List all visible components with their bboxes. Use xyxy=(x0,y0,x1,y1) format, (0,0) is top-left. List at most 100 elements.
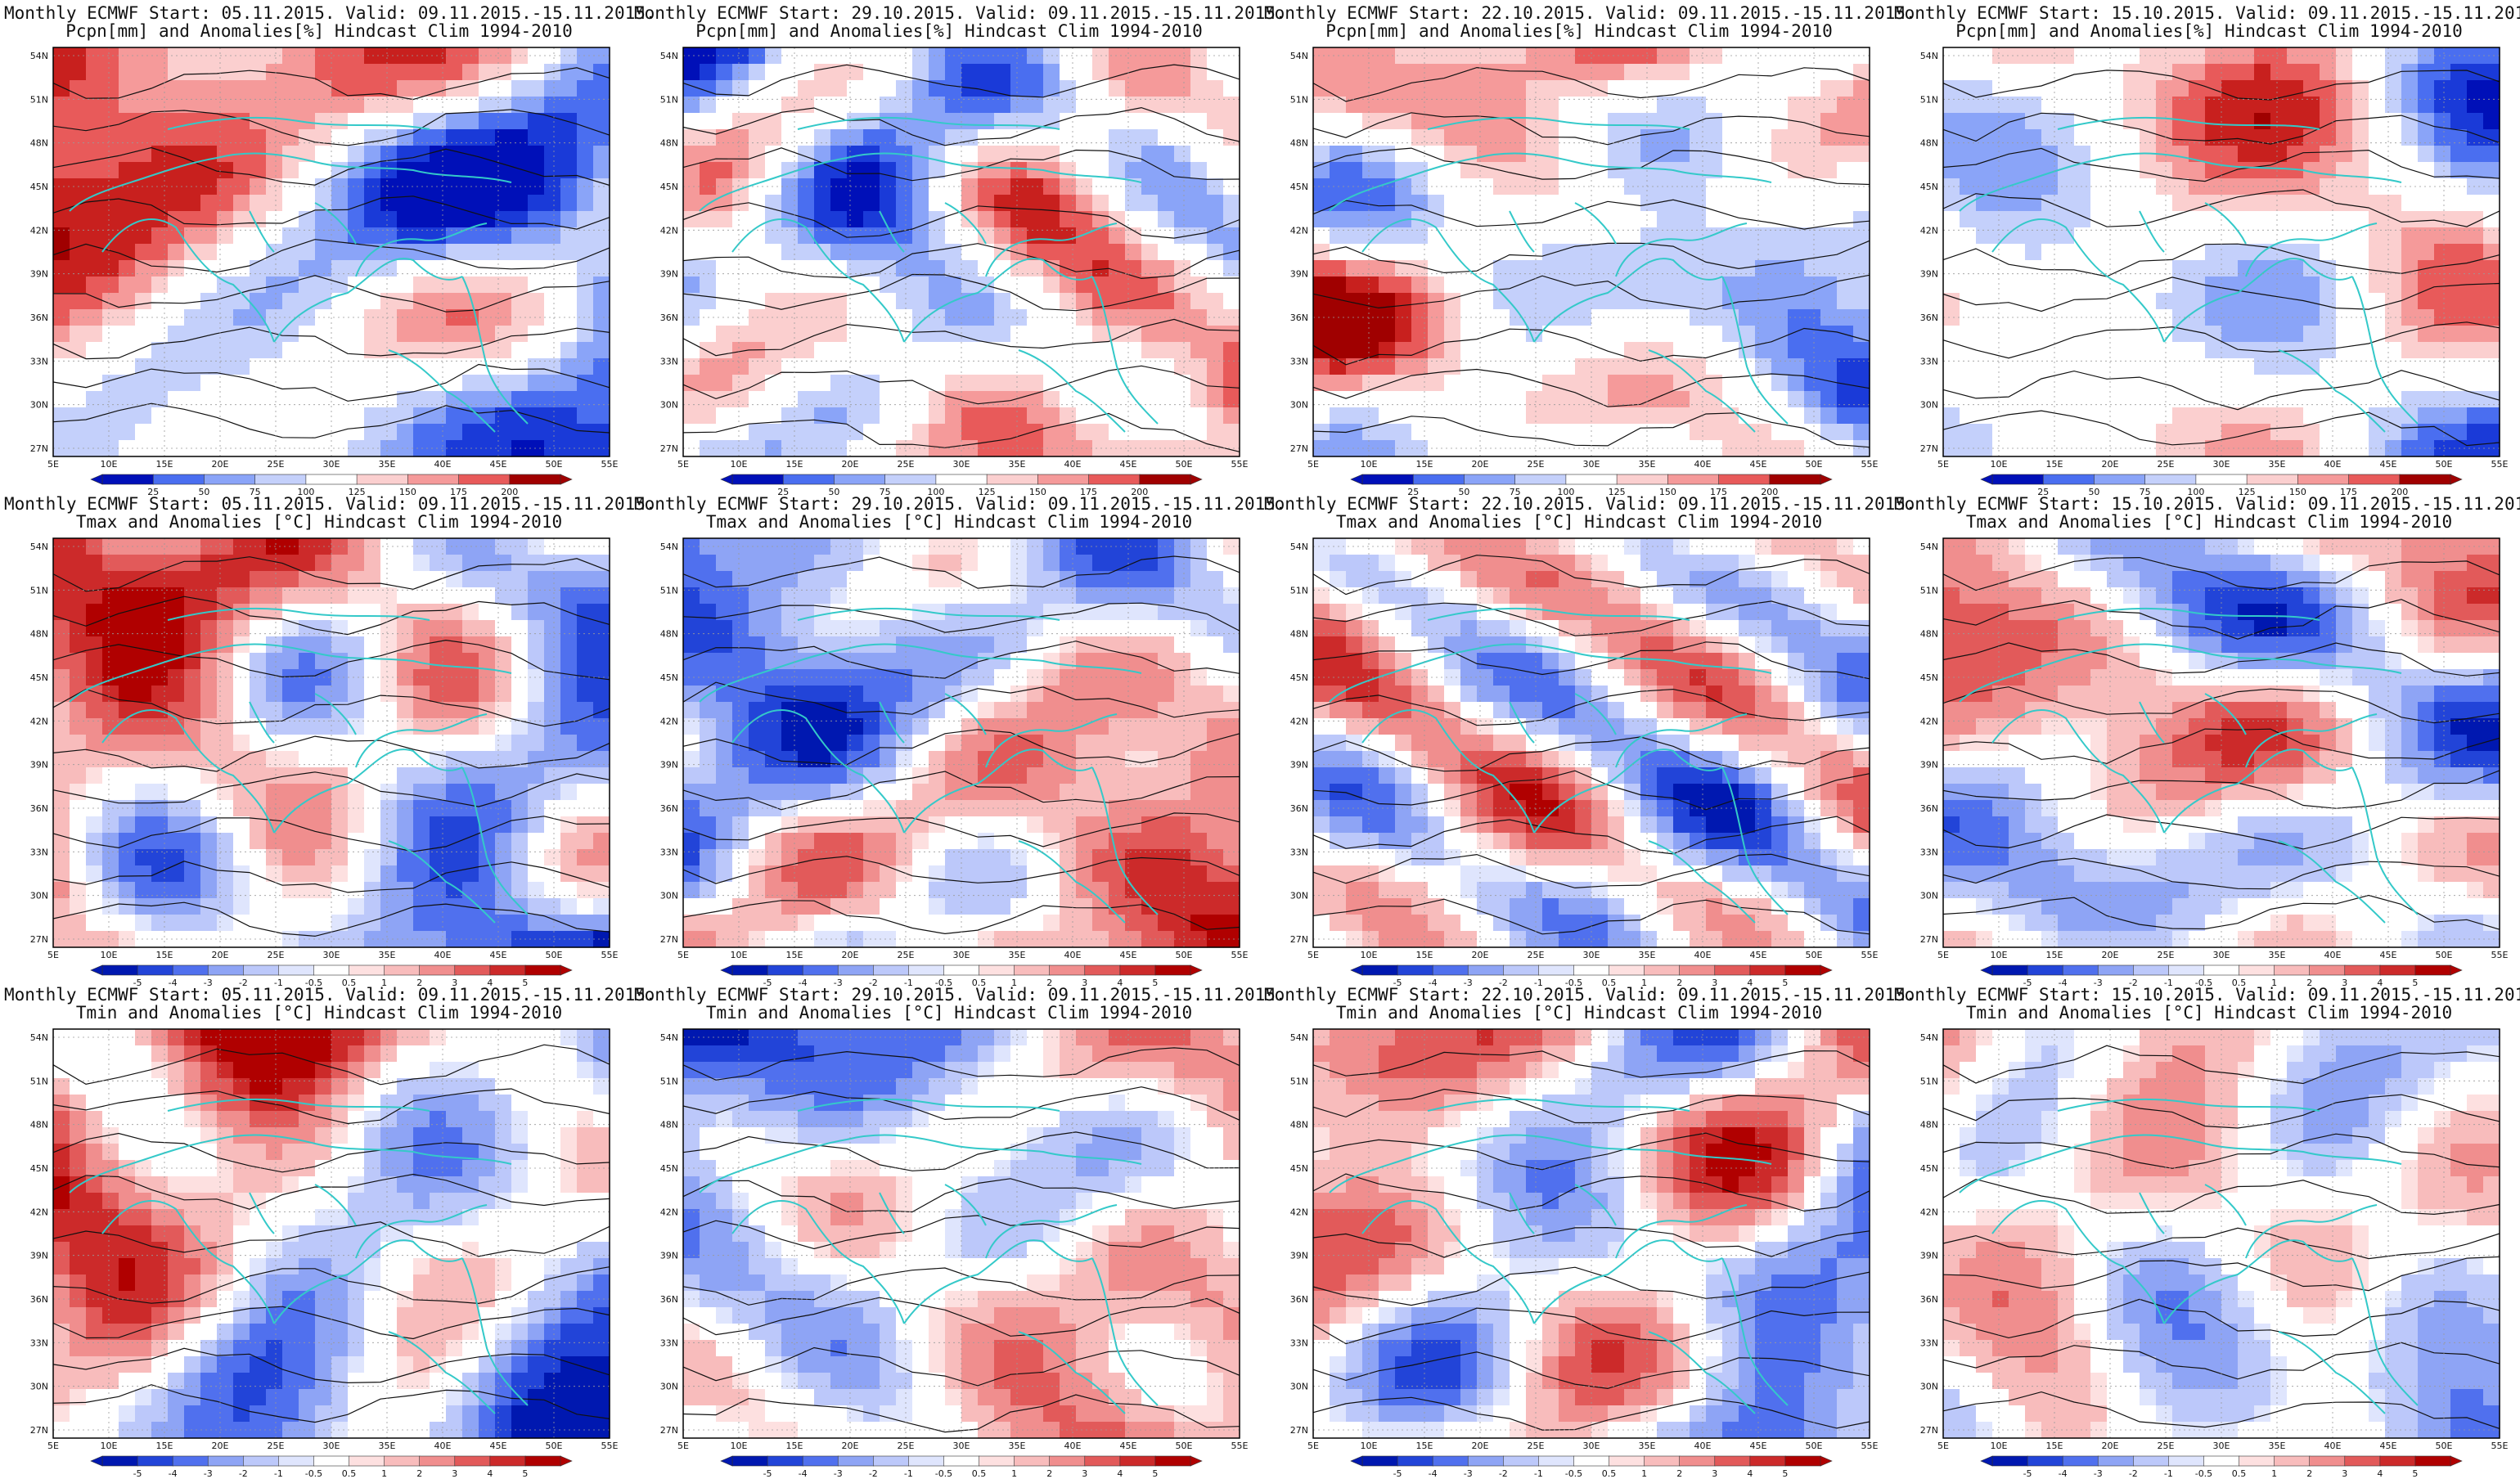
lon-label: 15E xyxy=(156,459,173,470)
colorbar-tick-label: 5 xyxy=(1782,1468,1788,1479)
lon-label: 15E xyxy=(2046,1441,2063,1451)
colorbar-tick-label: -0.5 xyxy=(1565,1468,1582,1479)
lon-label: 20E xyxy=(212,459,229,470)
colorbar-tick-label: -3 xyxy=(204,1468,213,1479)
colorbar-tick-label: -2 xyxy=(239,1468,248,1479)
lon-label: 15E xyxy=(1416,459,1433,470)
lon-label: 40E xyxy=(1694,1441,1712,1451)
lat-label: 27N xyxy=(1290,443,1308,454)
lon-label: 10E xyxy=(101,459,118,470)
lat-label: 54N xyxy=(1920,542,1938,552)
colorbar-tick-label: 0.5 xyxy=(2232,1468,2247,1479)
lat-label: 48N xyxy=(1290,1120,1308,1131)
colorbar-tick-label: -3 xyxy=(2094,1468,2103,1479)
lon-label: 15E xyxy=(1416,950,1433,960)
lat-label: 42N xyxy=(30,1207,48,1217)
lon-label: 25E xyxy=(268,1441,285,1451)
lat-label: 33N xyxy=(1290,1337,1308,1348)
lon-label: 15E xyxy=(786,950,803,960)
lon-label: 40E xyxy=(1064,950,1082,960)
lat-label: 27N xyxy=(30,1425,48,1436)
lat-label: 30N xyxy=(1920,400,1938,411)
colorbar-tick-label: -3 xyxy=(1464,1468,1473,1479)
anomaly-shading xyxy=(683,47,1240,457)
lon-label: 45E xyxy=(2380,459,2397,470)
lon-label: 20E xyxy=(1472,950,1489,960)
colorbar-tick-label: 4 xyxy=(1747,1468,1753,1479)
lon-label: 55E xyxy=(1231,1441,1249,1451)
lat-label: 30N xyxy=(660,891,678,901)
lat-label: 51N xyxy=(1920,94,1938,105)
lon-label: 20E xyxy=(1472,1441,1489,1451)
anomaly-shading xyxy=(683,538,1240,948)
lat-label: 33N xyxy=(660,356,678,366)
lat-label: 48N xyxy=(30,138,48,149)
lat-label: 27N xyxy=(1920,934,1938,945)
lon-label: 10E xyxy=(1991,950,2008,960)
lat-label: 51N xyxy=(1290,94,1308,105)
colorbar-tick-label: 3 xyxy=(452,1468,457,1479)
colorbar-tick-label: 4 xyxy=(2377,1468,2383,1479)
lat-label: 36N xyxy=(1290,312,1308,323)
lat-label: 54N xyxy=(30,51,48,61)
colorbar-tick-label: 4 xyxy=(487,1468,493,1479)
lat-label: 39N xyxy=(30,760,48,771)
lon-label: 35E xyxy=(2269,950,2286,960)
lon-label: 55E xyxy=(601,950,619,960)
lat-label: 42N xyxy=(660,1207,678,1217)
lat-label: 48N xyxy=(1290,138,1308,149)
lat-label: 54N xyxy=(30,542,48,552)
lat-label: 36N xyxy=(1290,1294,1308,1305)
lon-label: 55E xyxy=(2491,1441,2509,1451)
lon-label: 30E xyxy=(323,459,340,470)
lat-label: 30N xyxy=(30,1382,48,1392)
forecast-panel: Monthly ECMWF Start: 29.10.2015. Valid: … xyxy=(634,7,1264,497)
lon-label: 15E xyxy=(786,459,803,470)
forecast-panel: Monthly ECMWF Start: 22.10.2015. Valid: … xyxy=(1264,7,1894,497)
lat-label: 42N xyxy=(1290,225,1308,236)
lon-label: 35E xyxy=(2269,1441,2286,1451)
lon-label: 50E xyxy=(546,950,563,960)
forecast-panel: Monthly ECMWF Start: 15.10.2015. Valid: … xyxy=(1894,988,2520,1479)
lat-label: 42N xyxy=(1920,1207,1938,1217)
lat-label: 54N xyxy=(660,542,678,552)
colorbar-tick-label: -2 xyxy=(1499,1468,1508,1479)
lat-label: 33N xyxy=(30,847,48,857)
lat-label: 33N xyxy=(30,356,48,366)
lat-label: 45N xyxy=(30,182,48,192)
lon-label: 20E xyxy=(212,950,229,960)
colorbar-tick-label: -4 xyxy=(169,1468,178,1479)
colorbar-tick-label: 4 xyxy=(1117,1468,1123,1479)
lon-label: 55E xyxy=(1861,459,1879,470)
colorbar-tick-label: -1 xyxy=(274,1468,283,1479)
lat-label: 42N xyxy=(1920,225,1938,236)
lon-label: 20E xyxy=(1472,459,1489,470)
lat-label: 30N xyxy=(1290,891,1308,901)
lon-label: 20E xyxy=(2102,459,2119,470)
lat-label: 39N xyxy=(30,1251,48,1261)
lat-label: 51N xyxy=(1920,1076,1938,1086)
lat-label: 42N xyxy=(1290,1207,1308,1217)
lon-label: 50E xyxy=(2436,950,2453,960)
lon-label: 35E xyxy=(379,459,396,470)
lat-label: 39N xyxy=(1290,760,1308,771)
lon-label: 55E xyxy=(1231,950,1249,960)
forecast-panel: Monthly ECMWF Start: 05.11.2015. Valid: … xyxy=(4,497,634,988)
lon-label: 25E xyxy=(2158,950,2175,960)
lon-label: 40E xyxy=(434,950,452,960)
lat-label: 30N xyxy=(30,400,48,411)
lon-label: 5E xyxy=(677,950,689,960)
lon-label: 35E xyxy=(1639,950,1656,960)
forecast-panel: Monthly ECMWF Start: 05.11.2015. Valid: … xyxy=(4,7,634,497)
colorbar-tick-label: 0.5 xyxy=(972,1468,987,1479)
lon-label: 55E xyxy=(601,459,619,470)
lat-label: 48N xyxy=(1920,629,1938,640)
colorbar-tick-label: -0.5 xyxy=(935,1468,952,1479)
lon-label: 25E xyxy=(898,1441,915,1451)
lon-label: 45E xyxy=(2380,1441,2397,1451)
lat-label: 39N xyxy=(660,760,678,771)
